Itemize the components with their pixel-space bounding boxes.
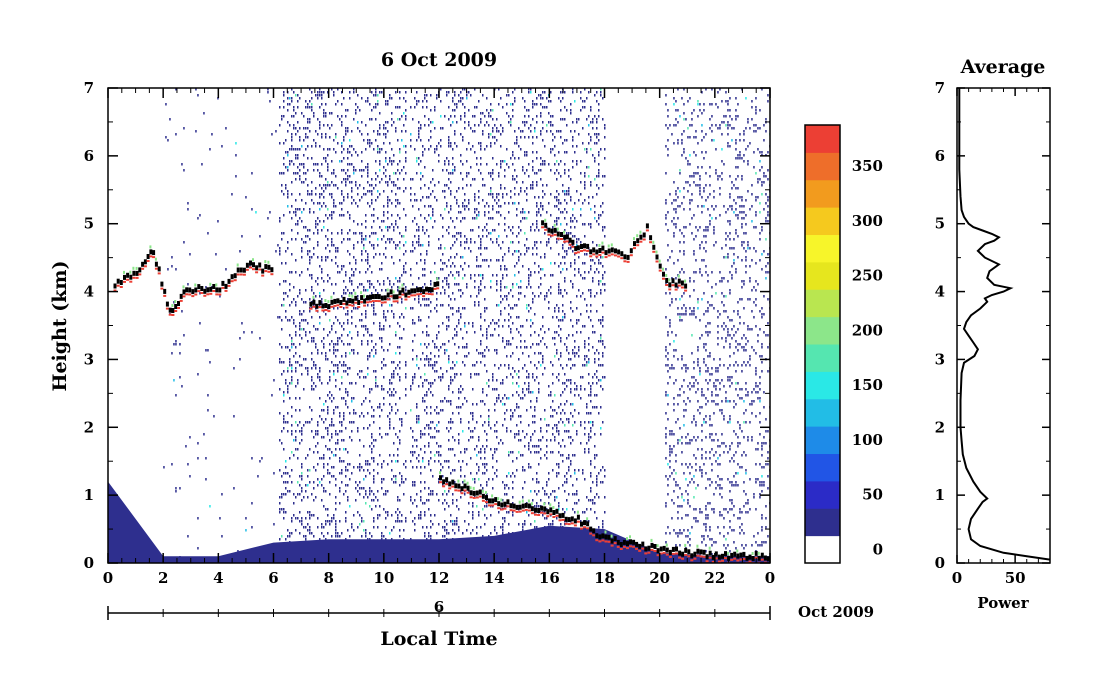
x-tick-label: 2 [158,569,168,587]
avg-x-tick-label: 50 [1005,569,1026,587]
heatmap-area [108,88,770,563]
colorbar-segment [805,289,840,318]
x-tick-label: 0 [765,569,775,587]
y-tick-label: 5 [84,215,94,233]
avg-y-tick-label: 3 [935,350,945,368]
colorbar-tick-label: 50 [862,486,883,504]
average-y-axis: 0 1 2 3 4 5 6 7 [935,79,1050,572]
main-y-axis: 0 1 2 3 4 5 6 7 [84,79,770,572]
colorbar-tick-label: 350 [852,157,883,175]
x-tick-label: 10 [373,569,394,587]
average-profile-line [958,88,1050,561]
avg-y-tick-label: 5 [935,215,945,233]
cloud-layer-late [541,218,688,292]
x-tick-label: 18 [594,569,615,587]
colorbar-segment [805,152,840,181]
colorbar-tick-label: 200 [852,321,883,339]
avg-y-tick-label: 6 [935,147,945,165]
x-tick-label: 14 [484,569,505,587]
avg-y-tick-label: 2 [935,418,945,436]
colorbar: 0 50 100 150 200 250 300 350 [804,124,883,564]
x-tick-label: 22 [704,569,725,587]
colorbar-segment [805,344,840,372]
noise-speckle [163,88,770,563]
x-axis-title: Local Time [380,628,497,650]
avg-x-tick-label: 0 [952,569,962,587]
main-title: 6 Oct 2009 [381,49,497,71]
colorbar-tick-label: 150 [852,376,883,394]
colorbar-segment [805,125,840,153]
colorbar-segment [805,207,840,236]
avg-y-tick-label: 4 [935,283,945,301]
x-tick-label: 20 [649,569,670,587]
date-axis-month-label: Oct 2009 [798,603,874,621]
colorbar-tick-label: 0 [873,540,883,558]
colorbar-segment [805,426,840,455]
y-tick-label: 0 [84,554,94,572]
y-tick-label: 3 [84,350,94,368]
date-axis-day-label: 6 [434,598,444,616]
colorbar-frame [804,124,841,564]
average-plot-frame [956,87,1051,564]
main-x-axis: 0 2 4 6 8 10 12 14 16 18 20 22 0 [103,88,775,617]
x-tick-label: 16 [539,569,560,587]
colorbar-segment [805,453,840,482]
y-tick-label: 1 [84,486,94,504]
colorbar-tick-label: 250 [852,267,883,285]
x-tick-label: 4 [213,569,223,587]
avg-y-tick-label: 1 [935,486,945,504]
y-tick-label: 6 [84,147,94,165]
colorbar-segment [805,179,840,208]
y-tick-label: 2 [84,418,94,436]
boundary-layer [439,471,770,563]
average-x-axis-title: Power [977,594,1029,612]
colorbar-segment [805,398,840,427]
surface-layer [108,481,770,563]
x-tick-label: 12 [429,569,450,587]
colorbar-tick-label: 300 [852,212,883,230]
average-title: Average [960,56,1046,78]
x-tick-label: 6 [268,569,278,587]
y-axis-title: Height (km) [49,261,71,392]
avg-y-tick-label: 7 [935,79,945,97]
colorbar-tick-label: 100 [852,431,883,449]
colorbar-segment [805,508,840,537]
colorbar-segment [805,234,840,263]
x-tick-label: 0 [103,569,113,587]
colorbar-segment [805,261,840,290]
y-tick-label: 7 [84,79,94,97]
x-tick-label: 8 [323,569,333,587]
cloud-layer-mid [309,277,440,313]
colorbar-segment [805,316,840,345]
cloud-layer-early [113,245,274,316]
average-x-axis: 0 50 [952,88,1051,587]
avg-y-tick-label: 0 [935,554,945,572]
colorbar-segment [805,371,840,400]
colorbar-segment [805,480,840,509]
colorbar-segment [805,535,840,564]
y-tick-label: 4 [84,283,94,301]
